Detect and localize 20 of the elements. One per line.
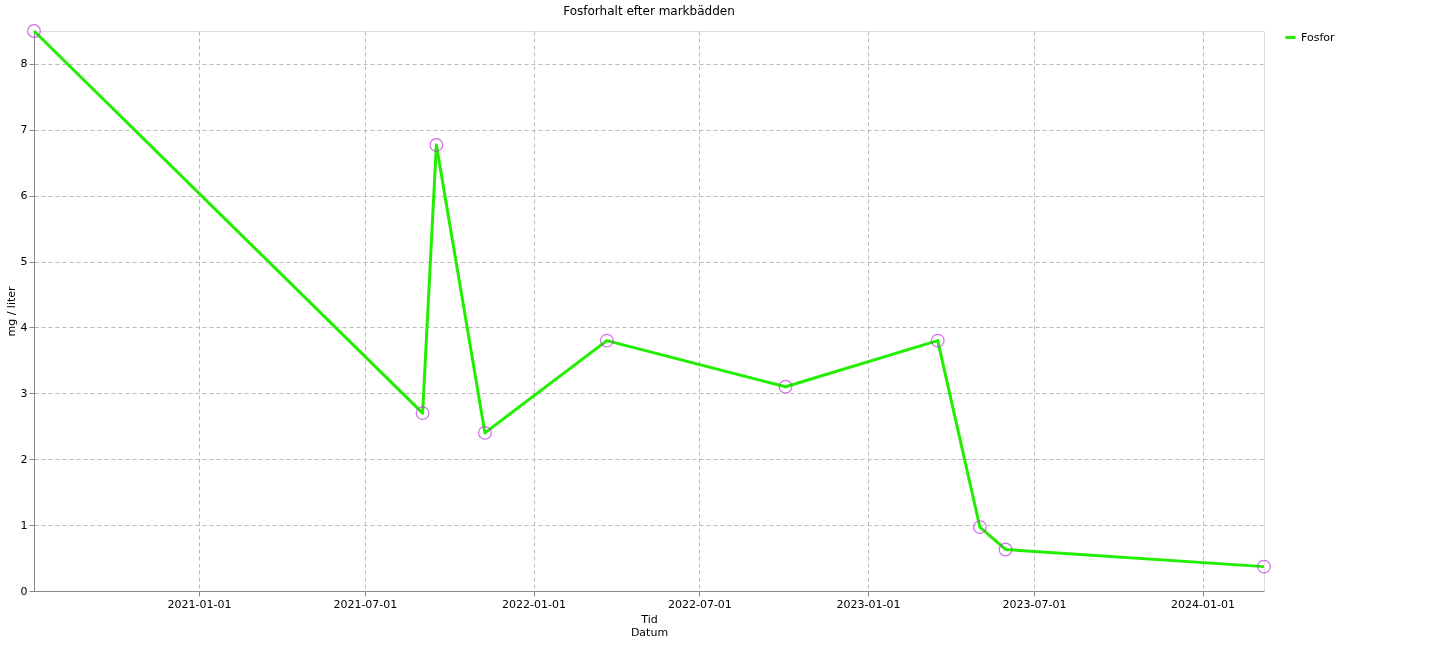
x-tick-label: 2023-07-01 (1002, 597, 1067, 611)
y-tick-label: 0 (20, 584, 28, 598)
y-tick-label: 8 (20, 57, 28, 71)
y-tick-label: 7 (20, 123, 28, 137)
y-tick-label: 6 (20, 189, 28, 203)
legend-label: Fosfor (1301, 30, 1335, 44)
y-tick-label: 5 (20, 255, 28, 269)
x-tick-label: 2021-07-01 (333, 597, 398, 611)
y-axis-title: mg / liter (4, 285, 18, 337)
y-tick-label: 2 (20, 452, 28, 466)
y-tick-label: 3 (20, 386, 28, 400)
y-tick-label: 1 (20, 518, 28, 532)
y-tick-label: 4 (20, 320, 28, 334)
x-tick-label: 2022-01-01 (502, 597, 566, 611)
x-tick-label: 2022-07-01 (667, 597, 732, 611)
chart-title: Fosforhalt efter markbädden (563, 4, 735, 19)
x-tick-label: 2023-01-01 (836, 597, 901, 611)
x-tick-label: 2021-01-01 (167, 597, 232, 611)
x-axis-title: Tid Datum (630, 612, 669, 639)
x-tick-label: 2024-01-01 (1171, 597, 1236, 611)
